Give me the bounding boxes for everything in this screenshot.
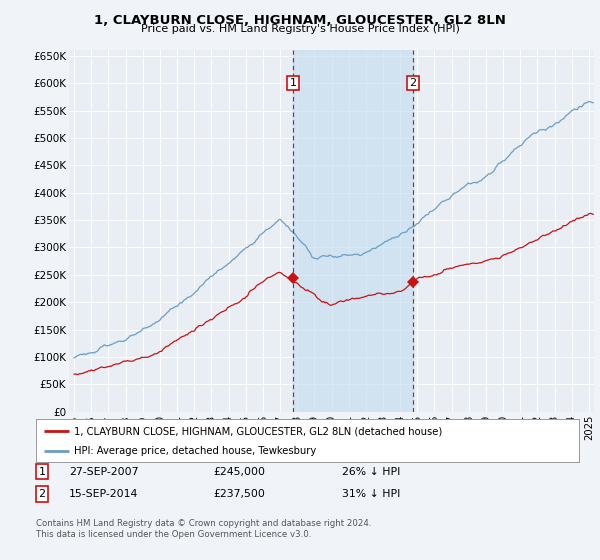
Text: £245,000: £245,000 (213, 466, 265, 477)
Text: 27-SEP-2007: 27-SEP-2007 (69, 466, 139, 477)
Text: 31% ↓ HPI: 31% ↓ HPI (342, 489, 400, 499)
Text: 1: 1 (289, 78, 296, 88)
Text: 1: 1 (38, 466, 46, 477)
Text: HPI: Average price, detached house, Tewkesbury: HPI: Average price, detached house, Tewk… (74, 446, 316, 456)
Text: 1, CLAYBURN CLOSE, HIGHNAM, GLOUCESTER, GL2 8LN: 1, CLAYBURN CLOSE, HIGHNAM, GLOUCESTER, … (94, 14, 506, 27)
Text: 2: 2 (38, 489, 46, 499)
Bar (293, 50, 413, 412)
Text: £237,500: £237,500 (213, 489, 265, 499)
Text: 1, CLAYBURN CLOSE, HIGHNAM, GLOUCESTER, GL2 8LN (detached house): 1, CLAYBURN CLOSE, HIGHNAM, GLOUCESTER, … (74, 426, 442, 436)
Text: 26% ↓ HPI: 26% ↓ HPI (342, 466, 400, 477)
Text: Contains HM Land Registry data © Crown copyright and database right 2024.
This d: Contains HM Land Registry data © Crown c… (36, 519, 371, 539)
Text: 2: 2 (409, 78, 416, 88)
Text: Price paid vs. HM Land Registry's House Price Index (HPI): Price paid vs. HM Land Registry's House … (140, 24, 460, 34)
Text: 15-SEP-2014: 15-SEP-2014 (69, 489, 139, 499)
